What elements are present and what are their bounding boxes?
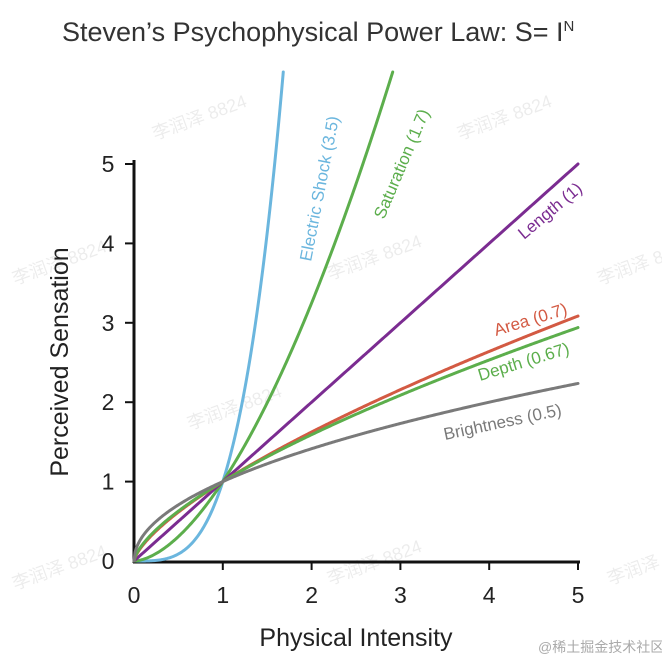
watermark-4: 李润泽 8824 xyxy=(325,231,425,284)
x-tick-label-0: 0 xyxy=(128,582,141,608)
series-line-electric-shock xyxy=(132,70,285,563)
chart-title: Steven’s Psychophysical Power Law: S= IN xyxy=(62,17,574,47)
y-tick-label-3: 3 xyxy=(102,310,115,336)
series-label-saturation: Saturation (1.7) xyxy=(370,106,433,221)
tick-labels: 0 1 2 3 4 5 0 1 2 3 4 5 xyxy=(102,151,585,608)
x-tick-label-1: 1 xyxy=(216,582,229,608)
watermark-8: 李润泽 8824 xyxy=(595,236,662,289)
series-curves xyxy=(132,70,580,563)
watermark-6: 李润泽 8824 xyxy=(10,541,110,594)
watermark-1: 李润泽 8824 xyxy=(150,91,250,144)
x-axis-label: Physical Intensity xyxy=(259,624,453,652)
watermark-2: 李润泽 8824 xyxy=(455,91,555,144)
watermark-5: 李润泽 8824 xyxy=(185,381,285,434)
x-tick-label-4: 4 xyxy=(483,582,496,608)
x-tick-label-5: 5 xyxy=(572,582,585,608)
series-line-brightness xyxy=(132,381,580,563)
y-tick-label-5: 5 xyxy=(102,151,115,177)
x-tick-label-3: 3 xyxy=(394,582,407,608)
title-superscript: N xyxy=(564,18,575,35)
series-label-brightness: Brightness (0.5) xyxy=(442,400,563,444)
y-tick-label-2: 2 xyxy=(102,389,115,415)
y-tick-label-1: 1 xyxy=(102,469,115,495)
y-tick-label-4: 4 xyxy=(102,230,115,256)
y-tick-label-0: 0 xyxy=(102,548,115,574)
x-tick-label-2: 2 xyxy=(305,582,318,608)
watermark-9: 李润泽 8824 xyxy=(605,536,662,589)
series-line-depth xyxy=(132,326,580,563)
y-axis-label: Perceived Sensation xyxy=(46,247,74,476)
axes xyxy=(132,160,580,564)
series-line-length xyxy=(132,162,580,563)
credit-text: @稀土掘金技术社区 xyxy=(538,639,662,655)
series-line-saturation xyxy=(132,70,395,563)
ticks xyxy=(125,163,579,570)
